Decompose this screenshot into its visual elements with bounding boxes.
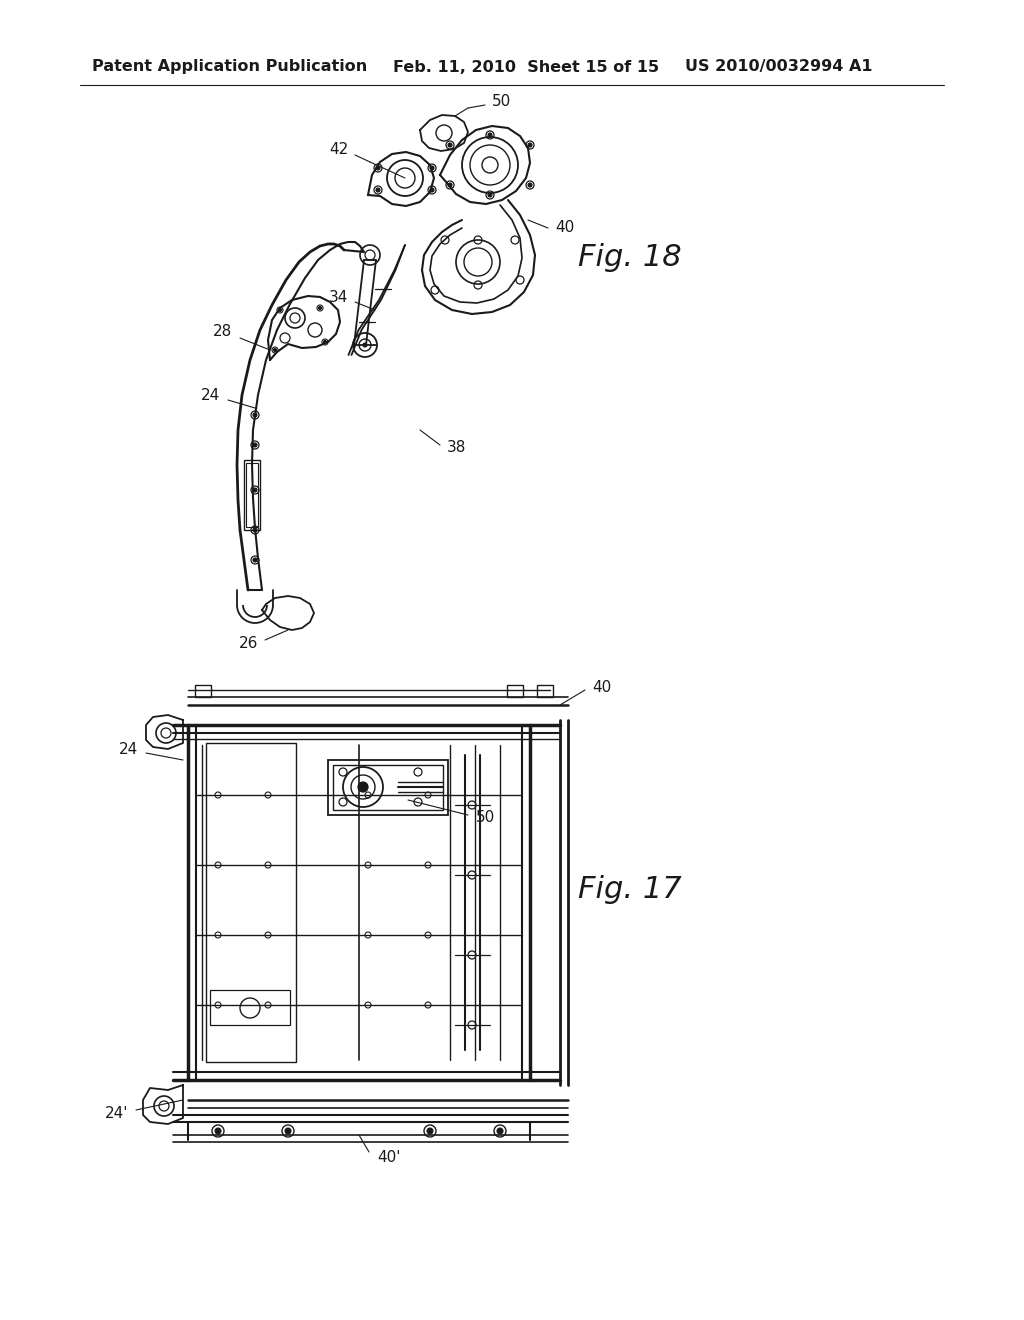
Text: 40: 40 bbox=[555, 220, 574, 235]
Circle shape bbox=[430, 166, 434, 170]
Circle shape bbox=[449, 143, 452, 147]
Text: 50: 50 bbox=[492, 95, 511, 110]
Circle shape bbox=[253, 558, 257, 562]
Bar bbox=[210, 990, 290, 1026]
Text: 40: 40 bbox=[592, 680, 611, 694]
Bar bbox=[333, 766, 443, 810]
Text: 24': 24' bbox=[104, 1106, 128, 1121]
Circle shape bbox=[528, 143, 532, 147]
Circle shape bbox=[376, 187, 380, 191]
Circle shape bbox=[215, 1129, 221, 1134]
Text: 24: 24 bbox=[201, 388, 220, 404]
Text: 38: 38 bbox=[447, 441, 466, 455]
Circle shape bbox=[430, 187, 434, 191]
Circle shape bbox=[318, 306, 322, 309]
Circle shape bbox=[324, 341, 327, 343]
Circle shape bbox=[253, 444, 257, 447]
Circle shape bbox=[273, 348, 276, 351]
Text: Fig. 17: Fig. 17 bbox=[578, 875, 682, 904]
Circle shape bbox=[488, 193, 492, 197]
Bar bbox=[537, 685, 553, 697]
Circle shape bbox=[253, 413, 257, 417]
Bar bbox=[246, 463, 258, 527]
Bar bbox=[507, 685, 523, 697]
Circle shape bbox=[362, 343, 367, 347]
Text: Fig. 18: Fig. 18 bbox=[578, 243, 682, 272]
Circle shape bbox=[358, 781, 368, 792]
Circle shape bbox=[253, 488, 257, 492]
Text: Feb. 11, 2010  Sheet 15 of 15: Feb. 11, 2010 Sheet 15 of 15 bbox=[393, 59, 659, 74]
Text: 42: 42 bbox=[329, 143, 348, 157]
Text: 50: 50 bbox=[476, 810, 496, 825]
Circle shape bbox=[279, 309, 282, 312]
Bar bbox=[244, 459, 260, 531]
Bar bbox=[195, 685, 211, 697]
Text: 28: 28 bbox=[213, 325, 232, 339]
Text: 26: 26 bbox=[239, 635, 258, 651]
Circle shape bbox=[449, 183, 452, 187]
Circle shape bbox=[285, 1129, 291, 1134]
Circle shape bbox=[253, 528, 257, 532]
Bar bbox=[328, 760, 449, 814]
Circle shape bbox=[497, 1129, 503, 1134]
Bar bbox=[206, 743, 296, 1063]
Circle shape bbox=[376, 166, 380, 170]
Text: 34: 34 bbox=[329, 290, 348, 305]
Text: Patent Application Publication: Patent Application Publication bbox=[92, 59, 368, 74]
Circle shape bbox=[528, 183, 532, 187]
Text: 40': 40' bbox=[377, 1151, 400, 1166]
Circle shape bbox=[427, 1129, 433, 1134]
Text: US 2010/0032994 A1: US 2010/0032994 A1 bbox=[685, 59, 872, 74]
Text: 24: 24 bbox=[119, 742, 138, 756]
Circle shape bbox=[488, 133, 492, 137]
